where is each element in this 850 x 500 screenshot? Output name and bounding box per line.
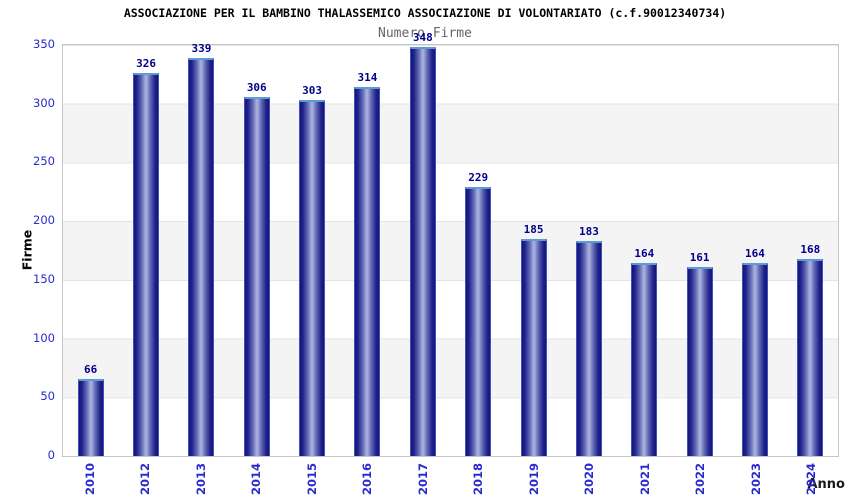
bar-slot: 348 bbox=[395, 31, 450, 456]
bar-value-label: 303 bbox=[302, 84, 323, 98]
bar-value-label: 185 bbox=[523, 222, 544, 236]
bar bbox=[299, 100, 326, 456]
x-tick-label: 2024 bbox=[804, 462, 819, 496]
bar bbox=[797, 258, 824, 456]
bar-value-label: 229 bbox=[468, 171, 489, 185]
x-tick-label: 2020 bbox=[582, 462, 597, 496]
bar-slot: 168 bbox=[783, 45, 838, 456]
bar bbox=[631, 263, 658, 456]
y-axis-title: Firme bbox=[19, 229, 35, 271]
chart-subtitle: Numero Firme bbox=[378, 26, 472, 41]
x-tick-label: 2022 bbox=[693, 462, 708, 496]
bar-slot: 306 bbox=[229, 45, 284, 456]
bar-value-label: 314 bbox=[357, 71, 378, 85]
x-tick-label: 2018 bbox=[471, 462, 486, 496]
bar-value-label: 164 bbox=[634, 247, 655, 261]
bar bbox=[520, 238, 547, 456]
bar bbox=[686, 266, 713, 456]
y-tick-label: 150 bbox=[33, 271, 55, 286]
chart-title: ASSOCIAZIONE PER IL BAMBINO THALASSEMICO… bbox=[123, 6, 727, 20]
bar-slot: 314 bbox=[340, 45, 395, 456]
bar-slot: 183 bbox=[561, 45, 616, 456]
y-tick-label: 0 bbox=[47, 448, 55, 462]
bar-slot: 326 bbox=[118, 45, 173, 456]
bars-container: 66 326 339 306 303 314 348 229 185 183 164 161 164 16… bbox=[63, 31, 838, 456]
bar-slot: 66 bbox=[63, 45, 118, 456]
bar bbox=[243, 96, 270, 456]
bar-value-label: 183 bbox=[578, 225, 599, 239]
bar bbox=[77, 378, 104, 456]
bar-slot: 303 bbox=[284, 45, 339, 456]
plot-area: 66 326 339 306 303 314 348 229 185 183 164 161 164 16… bbox=[62, 31, 839, 457]
bar-value-label: 348 bbox=[412, 31, 433, 45]
bar-slot: 164 bbox=[617, 45, 672, 456]
x-axis-title: Anno bbox=[807, 477, 845, 492]
x-tick-label: 2021 bbox=[637, 462, 652, 496]
x-tick-label: 2015 bbox=[304, 462, 319, 496]
bar-value-label: 164 bbox=[745, 247, 765, 261]
bar bbox=[409, 47, 436, 456]
bar bbox=[575, 241, 602, 456]
bar bbox=[354, 87, 381, 456]
y-tick-label: 250 bbox=[33, 154, 55, 169]
y-tick-label: 50 bbox=[40, 389, 55, 404]
bar-slot: 185 bbox=[506, 45, 561, 456]
y-tick-label: 200 bbox=[33, 213, 55, 228]
bar-slot: 229 bbox=[451, 45, 506, 456]
y-tick-label: 350 bbox=[33, 37, 55, 51]
y-tick-label: 300 bbox=[33, 95, 55, 110]
bar-value-label: 339 bbox=[191, 41, 212, 55]
bar bbox=[188, 57, 215, 456]
bar-slot: 161 bbox=[672, 45, 727, 456]
x-tick-label: 2012 bbox=[138, 462, 153, 496]
bar-value-label: 66 bbox=[84, 362, 98, 376]
x-tick-label: 2017 bbox=[415, 462, 430, 496]
bar bbox=[741, 263, 768, 456]
bar-value-label: 306 bbox=[246, 80, 267, 94]
x-tick-label: 2014 bbox=[249, 462, 264, 496]
bar-slot: 339 bbox=[174, 41, 229, 456]
bar-value-label: 161 bbox=[689, 250, 710, 264]
x-tick-label: 2016 bbox=[360, 462, 375, 496]
x-tick-label: 2013 bbox=[193, 462, 208, 496]
bar bbox=[465, 187, 492, 456]
bar-slot: 164 bbox=[727, 45, 782, 456]
bar-value-label: 168 bbox=[800, 242, 821, 256]
bar-value-label: 326 bbox=[136, 57, 156, 71]
x-tick-label: 2023 bbox=[748, 462, 763, 496]
y-tick-label: 100 bbox=[33, 330, 55, 345]
x-tick-label: 2019 bbox=[526, 462, 541, 496]
bar bbox=[133, 73, 160, 456]
x-tick-label: 2010 bbox=[82, 462, 97, 496]
